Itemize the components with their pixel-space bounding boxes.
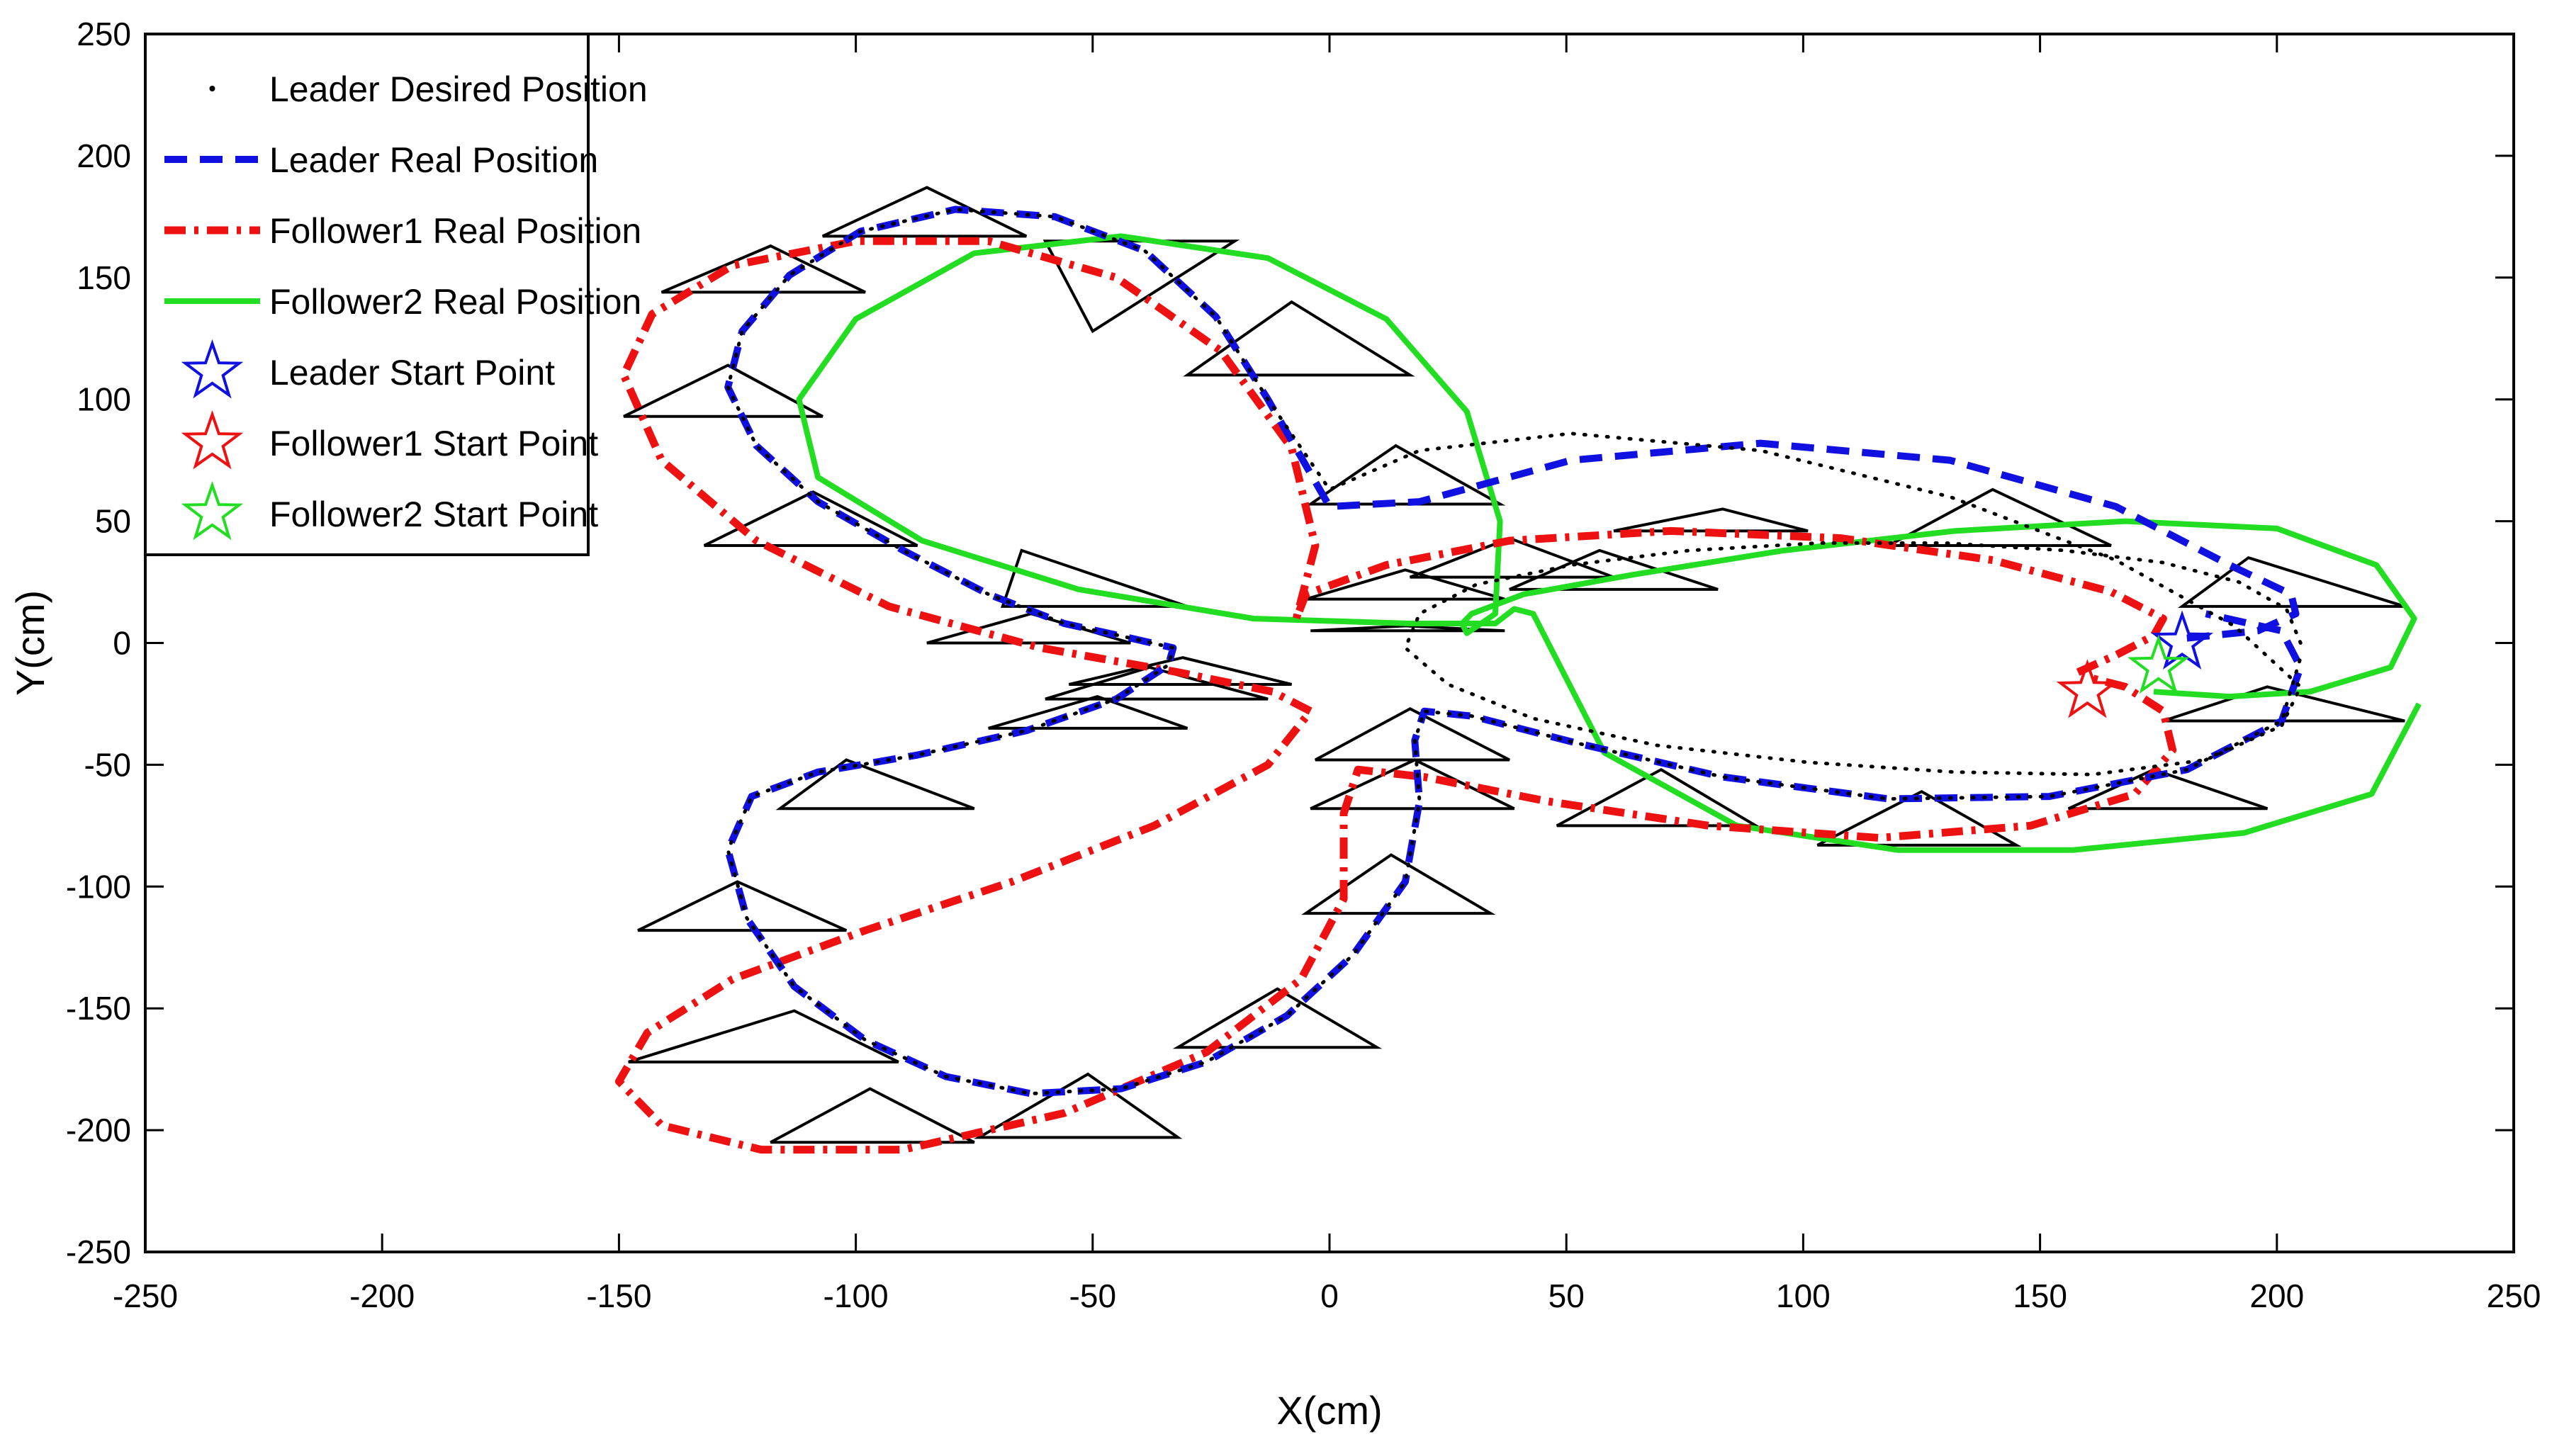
formation-triangle <box>1172 987 1383 1049</box>
y-tick-label: 100 <box>77 381 131 418</box>
y-axis-label: Y(cm) <box>8 590 52 696</box>
y-tick-label: -50 <box>84 746 131 783</box>
x-axis-label: X(cm) <box>1276 1388 1382 1433</box>
y-tick-label: 50 <box>95 503 131 540</box>
series-line-follower1-real-position <box>614 237 2177 1154</box>
series-line-leader-desired-position <box>726 208 2303 1096</box>
formation-triangle <box>1305 568 1505 601</box>
formation-triangle <box>1310 624 1505 633</box>
formation-triangle <box>623 363 824 418</box>
x-tick-label: -250 <box>113 1277 178 1314</box>
start-point-markers <box>2056 610 2214 718</box>
formation-triangle <box>1887 487 2112 547</box>
legend-box <box>144 33 590 556</box>
y-tick-label: 150 <box>77 259 131 296</box>
start-point-star <box>2151 610 2214 670</box>
x-tick-label: 200 <box>2249 1277 2304 1314</box>
formation-triangle <box>775 758 975 811</box>
formation-triangle <box>1301 853 1496 915</box>
legend-marker <box>181 339 244 399</box>
formation-triangle <box>661 244 866 294</box>
y-tick-label: -100 <box>66 868 131 905</box>
formation-triangle <box>703 490 918 547</box>
x-tick-label: 0 <box>1320 1277 1339 1314</box>
y-tick-label: -150 <box>66 990 131 1027</box>
formation-triangle <box>1305 444 1506 506</box>
formation-triangle <box>988 695 1188 730</box>
legend-marker <box>181 480 244 541</box>
formation-triangle <box>1001 548 1188 608</box>
legend-label: Leader Real Position <box>269 140 598 180</box>
legend: Leader Desired Position Leader Real Posit… <box>144 33 648 556</box>
y-tick-label: 200 <box>77 137 131 174</box>
formation-triangle <box>1556 767 1761 828</box>
formation-triangles <box>623 186 2405 1144</box>
x-tick-label: -50 <box>1069 1277 1116 1314</box>
legend-label: Follower1 Start Point <box>269 424 598 463</box>
legend-marker <box>209 86 215 91</box>
formation-triangle <box>1045 665 1269 701</box>
legend-label: Follower1 Real Position <box>269 211 641 251</box>
legend-label: Follower2 Real Position <box>269 282 641 322</box>
x-tick-label: 150 <box>2013 1277 2067 1314</box>
start-point-star <box>2127 634 2190 694</box>
start-point-star <box>2056 659 2119 718</box>
legend-marker <box>181 410 244 470</box>
formation-triangle <box>770 1087 975 1144</box>
formation-triangle <box>628 1009 899 1063</box>
formation-triangle <box>1409 536 1614 579</box>
formation-triangle <box>1183 300 1415 377</box>
formation-triangle <box>1068 656 1293 686</box>
y-tick-label: 250 <box>77 16 131 52</box>
tick-labels: -250 -200 -150 -100 -50 0 50 100 150 200 250 -250 -2… <box>66 16 2541 1314</box>
formation-triangle <box>821 186 1028 238</box>
formation-triangle <box>2067 768 2269 811</box>
formation-triangle <box>1310 758 1515 811</box>
x-tick-label: -100 <box>824 1277 889 1314</box>
y-tick-label: 0 <box>113 625 131 662</box>
x-tick-label: 100 <box>1776 1277 1831 1314</box>
legend-label: Leader Start Point <box>269 353 555 393</box>
legend-label: Follower2 Start Point <box>269 495 598 534</box>
x-tick-label: 250 <box>2487 1277 2541 1314</box>
series-line-follower2-real-position <box>796 233 2422 853</box>
formation-triangle <box>973 1072 1183 1139</box>
y-tick-label: -250 <box>66 1234 131 1270</box>
formation-triangle <box>637 880 848 932</box>
series-lines <box>614 205 2422 1154</box>
x-tick-label: -150 <box>586 1277 651 1314</box>
legend-label: Leader Desired Position <box>269 69 648 109</box>
x-tick-label: -200 <box>349 1277 415 1314</box>
x-tick-label: 50 <box>1548 1277 1585 1314</box>
formation-triangle <box>1816 789 2022 847</box>
y-tick-label: -200 <box>66 1112 131 1149</box>
